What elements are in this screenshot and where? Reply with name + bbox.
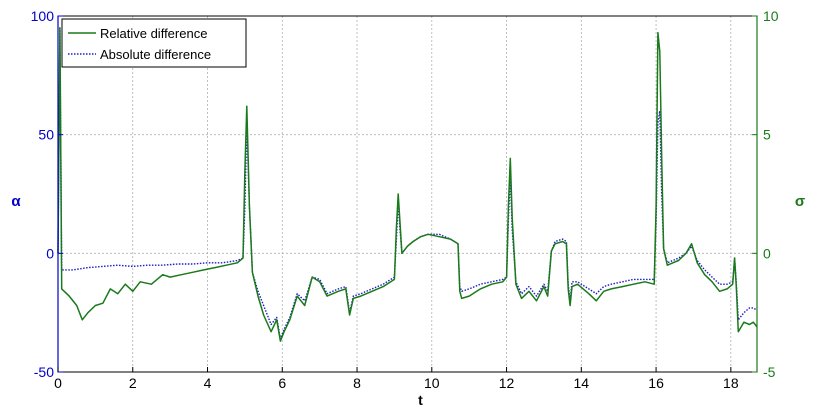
legend-label-absolute: Absolute difference	[100, 47, 211, 62]
x-tick-label: 2	[129, 375, 137, 391]
y2-tick-label: 10	[763, 8, 779, 24]
legend-label-relative: Relative difference	[100, 26, 207, 41]
series-layer	[57, 27, 758, 342]
y-tick-label: 100	[31, 8, 55, 24]
y2-tick-label: 0	[763, 245, 771, 261]
right-axis: -5 0 5 10	[752, 8, 779, 380]
x-tick-label: 8	[353, 375, 361, 391]
x-tick-label: 6	[278, 375, 286, 391]
legend: Relative difference Absolute difference	[61, 18, 247, 68]
grid-lines	[57, 15, 757, 373]
y2-tick-label: -5	[763, 364, 776, 380]
x-tick-label: 10	[424, 375, 440, 391]
plot-area	[57, 15, 758, 373]
x-tick-label: 0	[54, 375, 62, 391]
legend-box	[61, 18, 247, 68]
y2-tick-label: 5	[763, 127, 771, 143]
y2-axis-label: σ	[795, 193, 805, 210]
x-tick-label: 16	[648, 375, 664, 391]
y-tick-label: 0	[46, 245, 54, 261]
x-tick-label: 18	[723, 375, 739, 391]
x-tick-label: 14	[574, 375, 590, 391]
left-axis: -50 0 50 100	[31, 8, 63, 380]
x-axis: 0 2 4 6 8 10 12 14 16 18	[54, 367, 739, 391]
y-tick-label: 50	[38, 127, 54, 143]
y-axis-label: α	[11, 193, 21, 210]
y-tick-label: -50	[34, 364, 54, 380]
series-relative-difference	[57, 27, 758, 342]
series-absolute-difference	[57, 27, 758, 340]
x-tick-label: 12	[499, 375, 515, 391]
x-axis-label: t	[418, 392, 423, 408]
x-tick-label: 4	[204, 375, 212, 391]
